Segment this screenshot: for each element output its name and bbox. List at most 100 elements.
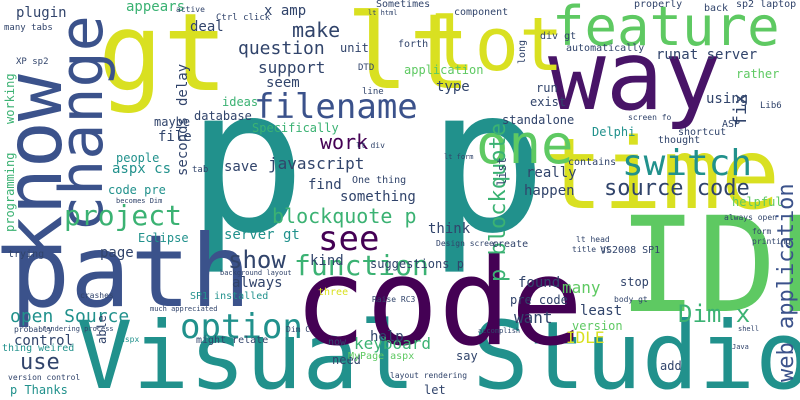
word-type: type [436,79,470,95]
word-p-thanks: p Thanks [10,383,68,397]
word-one-thing: One thing [352,175,407,186]
word-file: file [158,129,192,145]
word-people: people [116,151,160,165]
word-working: working [3,73,17,124]
word-save: save [224,159,258,175]
word-lot: lot [430,2,564,88]
word-blockquote-p: blockquote p [272,204,417,228]
word-want: want [514,308,553,327]
word-screen-fo: screen fo [628,113,672,122]
word-find: find [308,177,342,193]
word-runat-server: runat server [656,47,758,63]
word-mypage-aspx: MyPage aspx [348,351,415,362]
word-see: see [318,219,380,259]
word-dtd: DTD [358,63,375,73]
word-forth: forth [398,39,429,50]
word-long: long [517,39,528,64]
word-aspx-page: aspx page [120,335,164,344]
word-control: control [14,333,74,349]
word-switch: switch [622,143,753,184]
word-delphi: Delphi [592,125,636,139]
word-rather: rather [736,67,780,81]
word-trying: trying [8,249,45,260]
word-help: help [370,329,404,345]
word-p-p: p p [186,45,548,278]
word-xp-sp2: XP sp2 [16,57,49,67]
word-ctrl-click: Ctrl click [216,13,271,23]
word-shortcut: shortcut [678,127,727,138]
word-body-gt: body gt [614,295,648,304]
word-filename: filename [254,87,418,127]
word-shell: shell [738,325,760,333]
word-lt: lt [346,0,472,113]
word-function: function [294,249,429,282]
word-using: using [706,91,749,107]
word-say: say [456,349,478,363]
word-layout-rendering: layout rendering [390,371,468,380]
word-sp2-laptop: sp2 laptop [736,0,797,10]
word-contains: contains [568,157,617,168]
word-version: version [572,319,623,333]
word-found: found [518,275,561,291]
word-thought: thought [658,135,701,146]
word-source-code: source code [604,176,750,201]
word-open-source: open Source [10,306,130,327]
word-database: database [194,109,252,123]
word-project: project [64,199,183,232]
word-eclipse: Eclipse [138,231,189,245]
word-use: use [20,350,60,375]
word-appears: appears [126,0,186,15]
word-dim-c: Dim C [286,325,311,334]
word-design-screen: Design screen [436,239,499,248]
word-something: something [340,189,416,205]
word-java: Java [732,343,749,351]
word-server-gt: server gt [224,227,300,243]
word-sometimes: Sometimes [376,0,431,10]
word-much-appreciated: much appreciated [150,305,218,313]
word-way: way [548,20,722,132]
word-need: need [332,353,361,367]
word-dim-x: Dim x [678,300,751,328]
word-exist: exist [530,95,567,109]
word-always: always [232,275,283,291]
word-printing: printing [752,237,791,246]
word-question: question [238,38,325,59]
word-lib6: Lib6 [760,101,782,111]
word-code: code [294,234,583,373]
word-now: now [328,337,347,348]
word-support: support [258,58,326,77]
word-vs2008-sp1: VS2008 SP1 [600,245,661,256]
word-background-layout: background layout [220,269,292,277]
word-javascript: javascript [268,154,365,173]
word-active: active [176,5,205,14]
word-time: time [544,118,781,232]
word-crashes: crashes [80,291,114,300]
word-might-relate: might relate [196,335,269,346]
word-pre-code: pre code [510,293,568,307]
word-version-control: version control [8,373,81,382]
word-sp1-installed: SP1 installed [190,291,269,302]
word-p-blockquote: p blockquote [486,123,511,282]
word-line: line [362,87,384,97]
word-probably: probably [14,325,53,334]
word-helpful: helpful [732,195,783,209]
word-path: path [10,213,251,330]
word-stop: stop [620,275,649,289]
word-idle: IDLE [566,328,605,347]
word-page: page [100,245,134,261]
word-raise-rc3: Raise RC3 [372,295,416,304]
word-show: show [228,246,286,274]
word-option: option [180,307,303,347]
word-add: add [660,359,682,373]
word-ide: IDE [618,189,800,343]
word-tab: tab [192,165,209,175]
word-rendering-process: rendering process [42,325,114,333]
word-div-gt: div gt [540,31,577,42]
word-deal: deal [190,19,224,35]
word-create: create [492,239,529,250]
word-seem: seem [266,75,300,91]
word-make: make [292,18,341,42]
word-ideas: ideas [222,95,259,109]
word-aspx-cs: aspx cs [112,161,172,177]
